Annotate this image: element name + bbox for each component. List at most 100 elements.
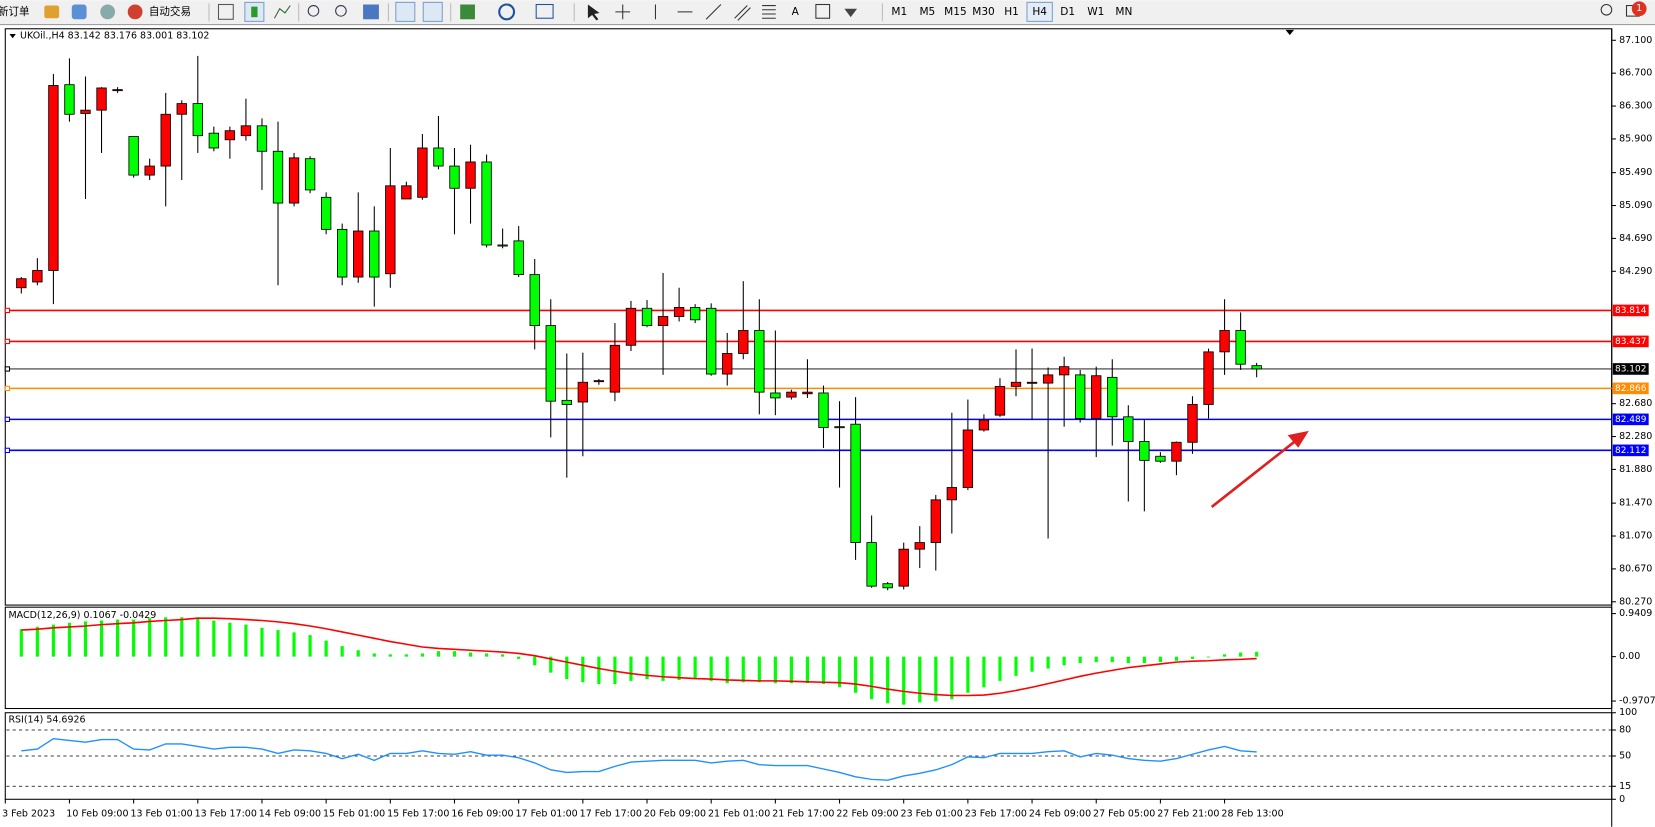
label-tool-button[interactable] xyxy=(815,3,831,19)
level-handle xyxy=(4,385,11,392)
candle-body xyxy=(160,113,171,167)
templates-button[interactable] xyxy=(535,3,554,19)
timeframe-button[interactable]: M1 xyxy=(891,6,907,18)
shift-marker xyxy=(1285,29,1295,36)
candle-body xyxy=(914,542,925,550)
y-tick-label: 80 xyxy=(1619,725,1631,736)
auto-trading-icon[interactable] xyxy=(127,4,143,20)
line-chart-button[interactable] xyxy=(273,5,291,19)
candle-body xyxy=(337,228,348,278)
macd-bar xyxy=(805,656,810,684)
timeframe-button[interactable]: M30 xyxy=(972,6,995,18)
level-handle xyxy=(4,307,11,314)
icon[interactable] xyxy=(100,4,116,20)
y-tick-label: 84.290 xyxy=(1619,266,1652,277)
tile-button[interactable] xyxy=(363,4,379,20)
level-label-bg xyxy=(1612,382,1649,395)
candle-body xyxy=(192,103,203,137)
macd-bar xyxy=(998,656,1002,681)
x-tick-label: 14 Feb 09:00 xyxy=(259,809,321,820)
chart-shift-button[interactable] xyxy=(422,1,443,22)
timeframe-button[interactable]: H1 xyxy=(1004,6,1019,18)
candle-body xyxy=(994,385,1006,416)
zoom-in-button[interactable] xyxy=(307,5,320,17)
macd-bar xyxy=(934,656,938,702)
candle-body xyxy=(1091,375,1102,419)
periods-button[interactable] xyxy=(498,3,516,21)
timeframe-button[interactable]: D1 xyxy=(1060,6,1075,18)
autoscroll-button[interactable] xyxy=(395,1,416,22)
y-tick-label: 84.690 xyxy=(1619,233,1652,244)
trendline-button[interactable] xyxy=(705,4,722,20)
timeframe-button[interactable]: W1 xyxy=(1087,6,1104,18)
candle-body xyxy=(866,542,877,587)
macd-bar xyxy=(1078,656,1082,664)
candle-body xyxy=(1058,366,1070,376)
new-order-button[interactable]: 新订单 xyxy=(0,5,30,18)
timeframe-button[interactable]: M15 xyxy=(944,6,967,18)
notification-badge[interactable] xyxy=(1631,1,1647,17)
y-tick-label: 85.900 xyxy=(1619,133,1652,144)
macd-bar xyxy=(1239,652,1243,657)
macd-bar xyxy=(115,619,120,657)
candle-body xyxy=(946,487,958,501)
channel-button[interactable] xyxy=(734,5,751,21)
y-tick-label: 81.070 xyxy=(1619,531,1652,542)
zoom-out-button[interactable] xyxy=(335,5,347,17)
candle-body xyxy=(112,89,123,92)
macd-bar xyxy=(709,656,713,681)
fibo-button[interactable] xyxy=(762,5,776,19)
text-tool-button[interactable]: A xyxy=(792,6,800,18)
bar-chart-button[interactable] xyxy=(217,3,234,20)
search-button[interactable] xyxy=(1600,3,1613,16)
indicators-button[interactable] xyxy=(460,4,475,20)
crosshair-button[interactable] xyxy=(615,4,631,20)
rsi-line xyxy=(21,737,1257,781)
y-tick-label: 86.700 xyxy=(1619,68,1652,79)
macd-bar xyxy=(83,621,88,657)
y-tick-label: 86.300 xyxy=(1619,101,1652,112)
candle-body xyxy=(64,84,75,115)
x-tick-label: 13 Feb 01:00 xyxy=(130,809,192,820)
candle-body xyxy=(1171,441,1182,462)
y-tick-label: 50 xyxy=(1619,751,1631,762)
macd-bar xyxy=(1255,651,1259,657)
timeframe-button[interactable]: MN xyxy=(1115,6,1132,18)
macd-bar xyxy=(180,617,184,657)
candle-body xyxy=(657,316,669,326)
macd-bar xyxy=(51,624,55,657)
annotation-arrow xyxy=(1210,439,1297,508)
candle-body xyxy=(850,423,861,544)
icon[interactable] xyxy=(44,5,60,19)
candle-body xyxy=(818,392,829,428)
macd-bar xyxy=(853,656,858,693)
timeframe-button[interactable]: M5 xyxy=(919,6,935,18)
macd-bar xyxy=(484,653,489,657)
macd-bar xyxy=(597,656,601,685)
macd-bar xyxy=(837,656,842,688)
title-arrow xyxy=(9,34,16,39)
y-tick-label: 81.470 xyxy=(1619,498,1652,509)
auto-trading-button[interactable]: 自动交易 xyxy=(149,5,191,18)
macd-bar xyxy=(950,656,954,700)
macd-bar xyxy=(982,656,986,688)
icon[interactable] xyxy=(71,4,87,20)
x-tick-label: 3 Feb 2023 xyxy=(2,809,55,820)
level-label-bg xyxy=(1612,304,1649,317)
candle-body xyxy=(144,165,155,176)
cursor-button[interactable] xyxy=(587,4,600,21)
x-tick-label: 21 Feb 01:00 xyxy=(708,809,770,820)
x-tick-label: 15 Feb 17:00 xyxy=(387,809,449,820)
candle-body xyxy=(1155,455,1166,462)
candle-body xyxy=(320,196,332,230)
level-label: 82.489 xyxy=(1615,415,1647,425)
candle-body xyxy=(1139,441,1150,461)
macd-title: MACD(12,26,9) 0.1067 -0.0429 xyxy=(8,610,156,621)
toolbar: 新订单 自动交易 A M1 M5 M15 M30 H1 H4 D1 W1 MN xyxy=(0,0,1655,26)
shapes-button[interactable] xyxy=(844,8,858,18)
candle-body xyxy=(1219,330,1230,353)
x-tick-label: 23 Feb 01:00 xyxy=(901,809,963,820)
y-tick-label: 0.00 xyxy=(1619,651,1640,662)
timeframe-button[interactable]: H4 xyxy=(1032,6,1047,18)
